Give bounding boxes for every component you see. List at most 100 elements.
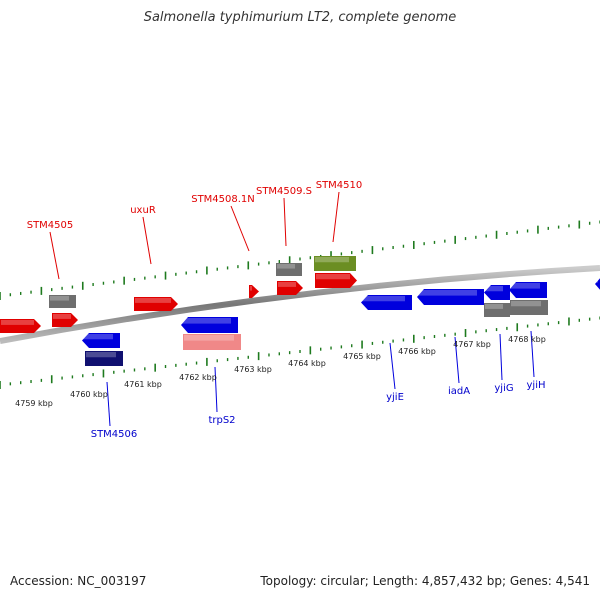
gene-feature-uxuR[interactable] [134,297,178,311]
line-STM4506 [106,381,111,427]
gene-label-iadA[interactable]: iadA [448,386,470,397]
gene-feature-olive[interactable] [314,256,356,271]
gene-feature-1-highlight [1,320,34,325]
gene-feature-yjiG-highlight [485,286,503,292]
gene-feature-STM4509-S-shape [277,281,303,295]
gene-feature-trpS2[interactable] [181,317,238,333]
gene-feature-edge-shape [595,278,600,290]
gene-feature-STM4509-S[interactable] [277,281,303,295]
gene-feature-gray-3[interactable] [484,303,510,317]
scale-label-4764: 4764 kbp [288,359,326,368]
scale-label-4766: 4766 kbp [398,347,436,356]
gene-feature-STM4506-shape [82,333,120,348]
gene-feature-yjiE[interactable] [361,295,412,310]
gene-feature-pink-shape [183,334,241,350]
line-trpS2 [214,366,218,413]
gene-feature-olive-shape [314,256,356,271]
gene-feature-STM4505[interactable] [52,313,78,327]
line-STM4509-S [283,197,287,247]
gene-feature-edge[interactable] [595,276,600,292]
gene-feature-dark[interactable] [85,351,123,366]
scale-label-4762: 4762 kbp [179,373,217,382]
gene-feature-yjiH[interactable] [509,282,547,298]
gene-feature-yjiE-shape [361,295,412,310]
line-STM4508-1N [230,205,250,252]
gene-feature-pink[interactable] [183,334,241,350]
tick-marks [0,220,600,389]
gene-feature-iadA[interactable] [417,289,484,305]
gene-label-yjiE[interactable]: yjiE [386,392,404,403]
label-lines [49,191,535,427]
gene-feature-iadA-shape [417,289,484,305]
gene-feature-1-shape [0,319,41,333]
gene-feature-yjiH-shape [509,282,547,298]
gene-feature-gray-1-highlight [50,296,69,301]
gene-feature-uxuR-highlight [135,298,171,303]
gene-feature-gray-2-highlight [277,264,295,269]
gene-feature-gray-4-highlight [511,301,541,307]
gene-label-STM4509-S[interactable]: STM4509.S [256,186,312,197]
gene-feature-dark-shape [85,351,123,366]
gene-feature-olive-highlight [315,257,349,263]
gene-label-trpS2[interactable]: trpS2 [208,415,235,426]
line-STM4510 [332,191,340,243]
scale-label-4767: 4767 kbp [453,340,491,349]
gene-label-uxuR[interactable]: uxuR [130,205,156,216]
gene-feature-STM4508-1N-shape [249,285,259,298]
gene-feature-STM4508-1N[interactable] [249,285,259,298]
gene-feature-trpS2-shape [181,317,238,333]
gene-feature-STM4510-shape [315,273,357,288]
line-yjiE [389,342,396,390]
gene-feature-pink-highlight [184,335,234,341]
gene-feature-STM4505-highlight [53,314,71,319]
gene-feature-STM4510-highlight [316,274,350,280]
gene-feature-dark-highlight [86,352,116,358]
gene-feature-STM4505-shape [52,313,78,327]
accession-text: Accession: NC_003197 [10,574,147,588]
gene-label-STM4510[interactable]: STM4510 [316,180,363,191]
line-uxuR [142,216,152,265]
gene-feature-gray-3-highlight [485,304,503,309]
genome-backbone [0,265,600,344]
gene-feature-gray-4-shape [510,300,548,315]
genome-summary-text: Topology: circular; Length: 4,857,432 bp… [260,574,590,588]
scale-label-4763: 4763 kbp [234,365,272,374]
gene-feature-iadA-highlight [418,290,477,296]
gene-feature-1[interactable] [0,319,41,333]
gene-features [0,256,600,366]
scale-label-4768: 4768 kbp [508,335,546,344]
gene-label-STM4505[interactable]: STM4505 [27,220,74,231]
gene-feature-gray-1-shape [49,295,76,308]
gene-feature-gray-4[interactable] [510,300,548,315]
gene-feature-STM4510[interactable] [315,273,357,288]
gene-feature-gray-3-shape [484,303,510,317]
gene-label-STM4506[interactable]: STM4506 [91,429,138,440]
line-yjiG [499,333,503,381]
scale-label-4761: 4761 kbp [124,380,162,389]
gene-feature-trpS2-highlight [182,318,231,324]
gene-feature-STM4506-highlight [83,334,113,340]
gene-label-STM4508-1N[interactable]: STM4508.1N [191,194,255,205]
gene-label-yjiG[interactable]: yjiG [494,383,513,394]
line-yjiH [530,330,535,378]
gene-label-yjiH[interactable]: yjiH [527,380,546,391]
line-iadA [454,336,460,384]
gene-feature-yjiH-highlight [510,283,540,289]
gene-feature-STM4506[interactable] [82,333,120,348]
gene-feature-yjiG[interactable] [484,285,510,300]
scale-label-4760: 4760 kbp [70,390,108,399]
gene-feature-uxuR-shape [134,297,178,311]
gene-feature-yjiG-shape [484,285,510,300]
gene-feature-gray-2-shape [276,263,302,276]
gene-feature-edge-highlight [596,277,598,283]
line-STM4505 [49,231,60,280]
gene-feature-gray-1[interactable] [49,295,76,308]
gene-feature-yjiE-highlight [362,296,405,302]
gene-feature-STM4508-1N-highlight [250,286,252,291]
scale-label-4759: 4759 kbp [15,399,53,408]
gene-feature-gray-2[interactable] [276,263,302,276]
map-title: Salmonella typhimurium LT2, complete gen… [143,10,457,25]
scale-label-4765: 4765 kbp [343,352,381,361]
gene-feature-STM4509-S-highlight [278,282,296,287]
